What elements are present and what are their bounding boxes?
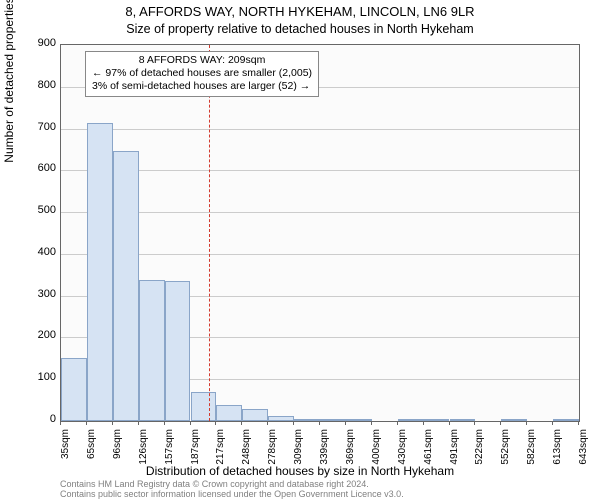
chart-title-address: 8, AFFORDS WAY, NORTH HYKEHAM, LINCOLN, … (0, 4, 600, 19)
annotation-line: ← 97% of detached houses are smaller (2,… (92, 67, 312, 80)
histogram-bar (165, 281, 191, 421)
y-tick-label: 100 (16, 371, 56, 383)
y-tick-label: 200 (16, 329, 56, 341)
x-axis-label: Distribution of detached houses by size … (0, 464, 600, 478)
reference-line (209, 45, 210, 421)
x-tick-label: 552sqm (500, 429, 511, 489)
attribution-text: Contains HM Land Registry data © Crown c… (60, 480, 404, 500)
x-tick-label: 461sqm (423, 429, 434, 489)
x-tick-label: 491sqm (449, 429, 460, 489)
annotation-line: 3% of semi-detached houses are larger (5… (92, 80, 312, 93)
x-axis-ticks: 35sqm65sqm96sqm126sqm157sqm187sqm217sqm2… (60, 421, 578, 465)
y-tick-label: 500 (16, 204, 56, 216)
x-tick-label: 582sqm (526, 429, 537, 489)
x-tick-label: 522sqm (474, 429, 485, 489)
chart-subtitle: Size of property relative to detached ho… (0, 22, 600, 36)
annotation-line: 8 AFFORDS WAY: 209sqm (92, 54, 312, 67)
page: 8, AFFORDS WAY, NORTH HYKEHAM, LINCOLN, … (0, 0, 600, 500)
histogram-bar (191, 392, 217, 421)
y-tick-label: 800 (16, 79, 56, 91)
y-tick-label: 700 (16, 121, 56, 133)
attribution-line: Contains public sector information licen… (60, 490, 404, 500)
y-tick-label: 900 (16, 37, 56, 49)
annotation-box: 8 AFFORDS WAY: 209sqm← 97% of detached h… (85, 51, 319, 97)
x-tick-label: 613sqm (552, 429, 563, 489)
histogram-bar (61, 358, 87, 421)
y-axis-label: Number of detached properties (2, 0, 16, 230)
y-tick-label: 0 (16, 413, 56, 425)
x-tick-label: 643sqm (578, 429, 589, 489)
y-tick-label: 400 (16, 246, 56, 258)
y-tick-label: 600 (16, 162, 56, 174)
histogram-bar (216, 405, 242, 421)
histogram-bar (113, 151, 139, 421)
histogram-bar (139, 280, 165, 421)
histogram-plot-area: 8 AFFORDS WAY: 209sqm← 97% of detached h… (60, 44, 580, 422)
histogram-bar (242, 409, 268, 421)
histogram-bar (87, 123, 113, 421)
y-tick-label: 300 (16, 288, 56, 300)
